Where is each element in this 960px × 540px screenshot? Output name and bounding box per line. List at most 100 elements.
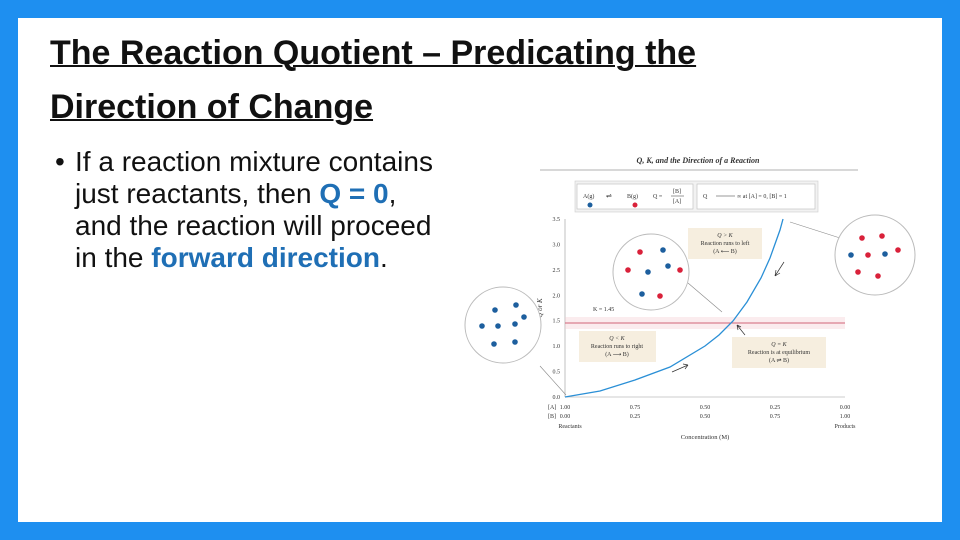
particle-view: [612, 233, 690, 311]
arrow: [671, 363, 689, 373]
row-label: [A]: [548, 405, 556, 411]
particle: [882, 251, 888, 257]
annotation-box: [579, 331, 656, 362]
particle: [495, 323, 501, 329]
particle: [865, 252, 871, 258]
x-tick-label: 0.75: [630, 405, 641, 411]
particle: [512, 321, 518, 327]
k-band: [565, 317, 845, 329]
leader-line: [687, 282, 723, 313]
y-tick-label: 3.0: [553, 242, 561, 248]
arrow: [774, 261, 785, 277]
slide-title: The Reaction Quotient – Predicating the …: [50, 26, 696, 134]
particle-view: [834, 214, 916, 296]
particle: [895, 247, 901, 253]
particle: [855, 269, 861, 275]
particle: [637, 249, 643, 255]
y-tick-label: 0.0: [553, 395, 561, 401]
legend-text: Q =: [653, 194, 663, 200]
annotation-text: (A ⟶ B): [605, 351, 629, 358]
particle: [512, 339, 518, 345]
legend-text: Q: [703, 194, 708, 200]
x-axis-label: Concentration (M): [681, 434, 730, 441]
particles: [848, 233, 901, 279]
annotation-text: (A ⟵ B): [713, 248, 737, 255]
x-tick-label: 1.00: [560, 405, 571, 411]
legend-text: [B]: [673, 189, 681, 195]
leader-line: [789, 221, 841, 239]
y-tick-label: 1.0: [553, 344, 561, 350]
leader-line: [539, 365, 567, 396]
x-tick-label: 0.00: [560, 414, 571, 420]
particle: [665, 263, 671, 269]
q-curve: [564, 218, 784, 398]
y-tick-label: 0.5: [553, 370, 561, 376]
row-label: [B]: [548, 414, 556, 420]
annotation-text: Reaction runs to left: [701, 240, 750, 247]
title-line: Direction of Change: [50, 88, 374, 126]
y-tick-label: 2.0: [553, 293, 561, 299]
x-tick-label: 0.00: [840, 405, 851, 411]
particle: [491, 341, 497, 347]
emphasis: forward direction: [151, 242, 380, 273]
end-label: Products: [835, 424, 857, 430]
particle: [521, 314, 527, 320]
particle: [657, 293, 663, 299]
annotation-box: [732, 337, 826, 368]
annotation-text: Reaction runs to right: [591, 344, 643, 350]
particle: [492, 307, 498, 313]
particle: [625, 267, 631, 273]
legend-panel: [696, 183, 816, 210]
x-tick-label: 0.25: [630, 414, 641, 420]
legend-dot: [587, 202, 593, 208]
annotation-text: Q > K: [717, 233, 733, 239]
bullet-text: If a reaction mixture contains just reac…: [75, 146, 449, 274]
legend-text: ∞ at [A] = 0, [B] = 1: [737, 194, 787, 200]
particle: [848, 252, 854, 258]
annotation-text: Q = K: [771, 342, 787, 348]
text: If a reaction mixture contains just reac…: [75, 146, 433, 209]
y-tick-label: 3.5: [553, 217, 561, 223]
particle: [645, 269, 651, 275]
annotation-text: (A ⇌ B): [769, 357, 789, 364]
x-tick-label: 0.25: [770, 405, 781, 411]
particle-view: [464, 286, 542, 364]
figure-title: Q, K, and the Direction of a Reaction: [637, 156, 760, 165]
particle: [677, 267, 683, 273]
x-tick-label: 1.00: [840, 414, 851, 420]
end-label: Reactants: [558, 424, 582, 430]
legend-text: B(g): [627, 193, 638, 200]
legend-text: [A]: [673, 199, 681, 205]
y-tick-label: 2.5: [553, 268, 561, 274]
title-line: The Reaction Quotient – Predicating the: [50, 34, 697, 72]
particles: [479, 302, 527, 347]
x-tick-label: 0.50: [700, 414, 711, 420]
bullet-marker: •: [55, 146, 65, 177]
arrow: [736, 324, 746, 336]
annotation-box: [688, 228, 762, 259]
text: , and the reaction will proceed in the: [75, 178, 432, 273]
particle: [513, 302, 519, 308]
particle: [875, 273, 881, 279]
slide: The Reaction Quotient – Predicating the …: [18, 18, 942, 522]
text: .: [379, 242, 388, 273]
particle: [660, 247, 666, 253]
particle: [859, 235, 865, 241]
particle: [639, 291, 645, 297]
legend-arrow: ⇌: [606, 192, 612, 200]
legend-dot: [632, 202, 638, 208]
y-tick-label: 1.5: [553, 319, 561, 325]
particle: [479, 323, 485, 329]
emphasis: Q = 0: [319, 178, 389, 209]
particles: [625, 247, 683, 299]
particle: [879, 233, 885, 239]
k-label: K = 1.45: [593, 307, 614, 313]
annotation-text: Reaction is at equilibrium: [748, 350, 810, 356]
x-tick-label: 0.50: [700, 405, 711, 411]
legend-text: A(g): [583, 193, 594, 200]
plot: [564, 218, 845, 398]
y-axis-label: Q or K: [536, 298, 544, 318]
